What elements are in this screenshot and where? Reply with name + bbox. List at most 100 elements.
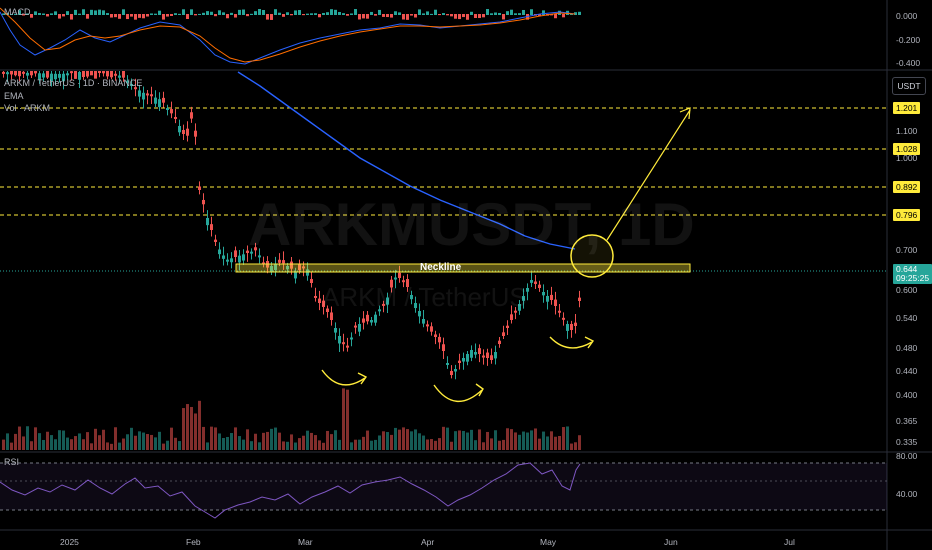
time-axis-label: May [540, 537, 557, 547]
macd-hist-bar [478, 14, 481, 19]
candle [450, 370, 453, 375]
candle [310, 279, 313, 283]
volume-bar [290, 434, 293, 450]
volume-bar [410, 431, 413, 450]
candle [358, 324, 361, 332]
candle [410, 295, 413, 300]
macd-hist-bar [486, 9, 489, 15]
macd-hist-bar [394, 11, 397, 15]
volume-bar [34, 427, 37, 450]
macd-hist-bar [554, 14, 557, 19]
volume-bar [266, 431, 269, 450]
level-tag: 0.796 [893, 209, 921, 221]
volume-bar [230, 433, 233, 450]
macd-hist-bar [370, 11, 373, 15]
rsi-label[interactable]: RSI [4, 457, 20, 467]
candle [334, 328, 337, 333]
volume-bars [2, 388, 581, 450]
candle [538, 284, 541, 288]
volume-bar [298, 438, 301, 450]
macd-hist-bar [342, 13, 345, 15]
volume-bar [406, 429, 409, 450]
macd-hist-bar [410, 14, 413, 16]
candle [382, 303, 385, 306]
macd-hist-bar [498, 12, 501, 15]
volume-bar [6, 433, 9, 450]
volume-label[interactable]: Vol · ARKM [4, 103, 51, 113]
candle [226, 259, 229, 262]
volume-bar [258, 442, 261, 450]
candle [102, 71, 105, 74]
volume-bar [506, 428, 509, 450]
candle [386, 297, 389, 305]
candle [278, 259, 281, 263]
candle [546, 296, 549, 302]
volume-bar [398, 429, 401, 450]
candle [18, 71, 21, 77]
macd-hist-bar [470, 11, 473, 15]
volume-bar [62, 430, 65, 450]
macd-hist-bar [46, 14, 49, 17]
macd-hist-bar [118, 14, 121, 19]
candle [554, 299, 557, 306]
volume-bar [58, 430, 61, 450]
volume-bar [246, 429, 249, 450]
macd-hist-bar [518, 13, 521, 15]
candle [154, 97, 157, 104]
volume-bar [118, 442, 121, 450]
candle [214, 239, 217, 242]
currency-button[interactable]: USDT [892, 77, 926, 95]
volume-bar [78, 433, 81, 450]
price-axis-label: 0.480 [896, 343, 918, 353]
volume-bar [354, 439, 357, 450]
candle [202, 199, 205, 205]
macd-hist-bar [6, 13, 9, 15]
volume-bar [110, 443, 113, 450]
candle [426, 324, 429, 327]
macd-hist-bar [66, 11, 69, 15]
macd-hist-bar [250, 13, 253, 15]
candle [130, 84, 133, 86]
volume-bar [462, 430, 465, 450]
volume-bar [542, 431, 545, 450]
candle [346, 345, 349, 348]
volume-bar [510, 429, 513, 450]
volume-bar [182, 408, 185, 450]
volume-bar [374, 439, 377, 450]
target-arrow [606, 109, 691, 241]
candle [14, 71, 17, 76]
candle [394, 277, 397, 280]
macd-hist-bar [74, 9, 77, 15]
macd-hist-bar [366, 14, 369, 19]
macd-hist-bar [482, 14, 485, 18]
volume-bar [194, 413, 197, 450]
macd-hist-bar [166, 14, 169, 17]
candle [430, 326, 433, 332]
candle [350, 337, 353, 340]
macd-hist-bar [142, 14, 145, 19]
candle [158, 99, 161, 108]
candle [78, 71, 81, 80]
macd-hist-bar [90, 9, 93, 15]
volume-bar [170, 427, 173, 450]
volume-bar [154, 437, 157, 450]
candle [274, 264, 277, 270]
macd-hist-bar [266, 14, 269, 20]
volume-bar [238, 436, 241, 450]
ema-label[interactable]: EMA [4, 91, 24, 101]
macd-hist-bar [538, 14, 541, 17]
candle [70, 71, 73, 74]
volume-bar [438, 438, 441, 450]
macd-hist-bar [290, 14, 293, 16]
macd-hist-bar [14, 13, 17, 15]
candle [306, 269, 309, 276]
volume-bar [26, 426, 29, 450]
symbol-title[interactable]: ARKM / TetherUS · 1D · BINANCE [4, 78, 143, 88]
macd-hist-bar [106, 13, 109, 15]
volume-bar [486, 431, 489, 450]
candle [526, 288, 529, 292]
volume-bar [550, 431, 553, 450]
volume-bar [546, 436, 549, 450]
macd-hist-bar [298, 10, 301, 15]
